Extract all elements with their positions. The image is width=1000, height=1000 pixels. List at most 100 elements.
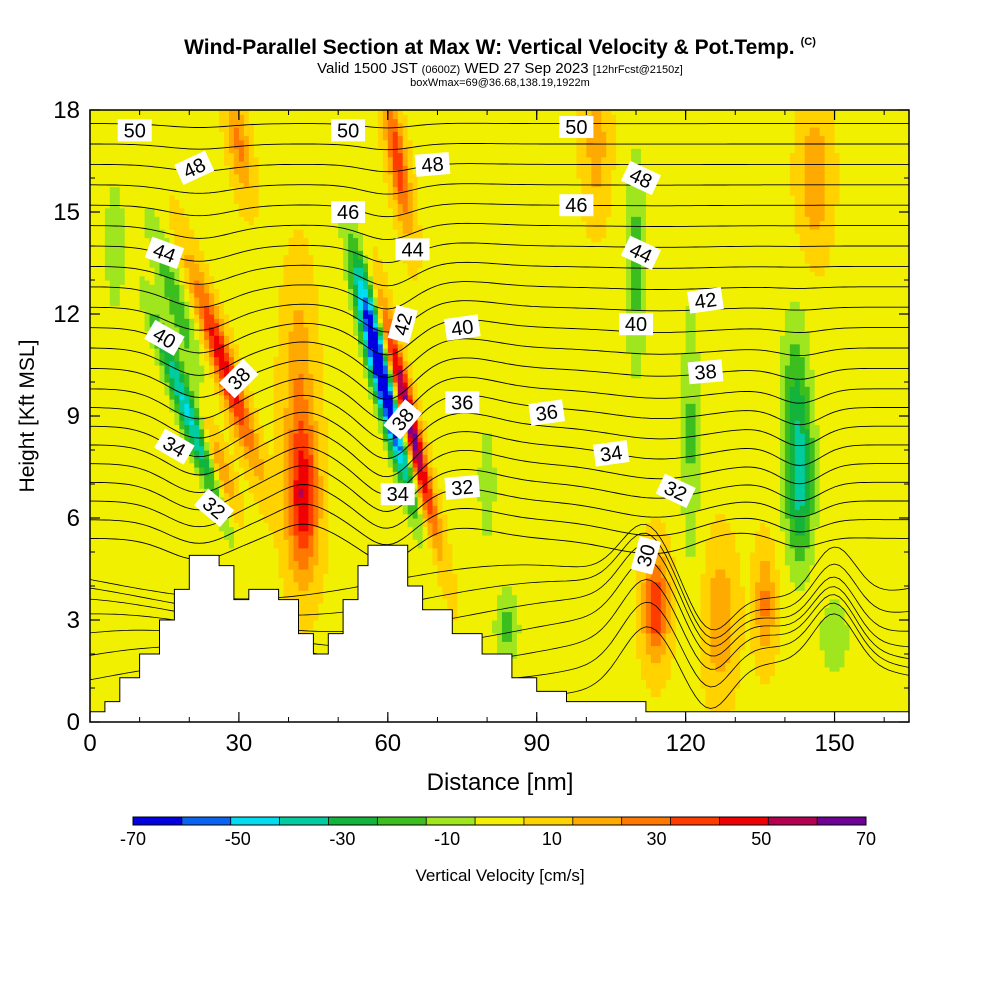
heatmap-cell (303, 110, 309, 239)
heatmap-cell (338, 110, 344, 217)
heatmap-cell (432, 535, 439, 549)
heatmap-cell (308, 535, 314, 557)
heatmap-cell (412, 475, 419, 481)
heatmap-cell (601, 156, 607, 239)
heatmap-cell (377, 326, 384, 332)
heatmap-cell (154, 216, 161, 315)
heatmap-cell (367, 348, 374, 358)
heatmap-cell (760, 522, 766, 562)
heatmap-cell (184, 386, 190, 396)
heatmap-cell (382, 424, 389, 434)
heatmap-cell (184, 416, 190, 426)
contour-label-text: 32 (450, 476, 474, 500)
heatmap-cell (159, 382, 166, 722)
heatmap-cell (670, 556, 677, 659)
heatmap-cell (382, 360, 389, 366)
heatmap-cell (363, 271, 369, 281)
heatmap-cell (263, 441, 270, 523)
heatmap-cell (169, 390, 175, 400)
heatmap-cell (402, 433, 409, 438)
y-tick-label: 18 (53, 97, 80, 124)
heatmap-cell (710, 110, 717, 523)
heatmap-cell (308, 454, 314, 536)
heatmap-cell (437, 488, 444, 519)
heatmap-cell (655, 552, 662, 566)
heatmap-cell (382, 271, 389, 298)
heatmap-cell (794, 535, 801, 562)
heatmap-cell (680, 513, 687, 722)
heatmap-cell (204, 428, 210, 443)
heatmap-cell (283, 254, 290, 409)
subtitle-date: WED 27 Sep 2023 (464, 60, 589, 77)
y-axis-label: Height [Kft MSL] (16, 340, 39, 493)
heatmap-cell (288, 237, 295, 332)
heatmap-cell (377, 399, 384, 404)
heatmap-cell (422, 501, 429, 511)
heatmap-cell (219, 131, 225, 302)
heatmap-cell (591, 186, 597, 243)
heatmap-cell (283, 539, 290, 604)
heatmap-cell (367, 275, 374, 285)
heatmap-cell (710, 522, 717, 579)
heatmap-cell (139, 309, 146, 722)
heatmap-cell (382, 441, 389, 451)
heatmap-cell (358, 267, 364, 281)
heatmap-cell (392, 445, 399, 451)
terrain (89, 544, 910, 723)
heatmap-cell (422, 518, 429, 528)
heatmap-cell (348, 309, 354, 722)
heatmap-cell (189, 229, 195, 256)
colorbar-swatch (670, 817, 720, 825)
heatmap-cell (194, 280, 200, 298)
heatmap-cell (194, 339, 200, 409)
heatmap-cell (377, 110, 384, 149)
heatmap-cell (402, 263, 409, 341)
heatmap-cell (824, 607, 831, 668)
heatmap-cell (313, 467, 319, 528)
x-axis-label: Distance [nm] (427, 769, 574, 796)
heatmap-cell (194, 450, 200, 460)
heatmap-cell (293, 505, 300, 536)
heatmap-cell (308, 556, 314, 583)
heatmap-cell (199, 445, 205, 460)
heatmap-cell (219, 110, 225, 132)
colorbar-swatch (572, 817, 623, 825)
contour-label-text: 50 (337, 120, 359, 142)
heatmap-cell (233, 416, 240, 426)
heatmap-cell (799, 590, 806, 722)
heatmap-cell (243, 458, 250, 481)
heatmap-cell (601, 237, 607, 722)
heatmap-cell (402, 369, 409, 375)
heatmap-cell (144, 331, 151, 722)
heatmap-cell (209, 275, 215, 294)
subtitle-utc: (0600Z) (421, 64, 461, 76)
heatmap-cell (224, 165, 230, 315)
heatmap-cell (839, 607, 846, 668)
heatmap-cell (238, 492, 245, 528)
heatmap-cell (397, 152, 404, 192)
heatmap-cell (303, 399, 309, 434)
heatmap-cell (214, 288, 220, 307)
heatmap-cell (382, 343, 389, 349)
colorbar-tick-label: -70 (120, 829, 146, 849)
heatmap-cell (804, 331, 811, 387)
contour-label-box (117, 119, 152, 142)
heatmap-cell (253, 110, 260, 158)
heatmap-cell (397, 445, 404, 451)
heatmap-cell (720, 671, 726, 722)
heatmap-cell (581, 220, 587, 722)
heatmap-cell (387, 386, 394, 392)
heatmap-cell (323, 573, 329, 722)
heatmap-cell (228, 424, 235, 443)
heatmap-cell (293, 560, 300, 583)
heatmap-cell (482, 535, 488, 722)
heatmap-cell (437, 560, 444, 587)
heatmap-cell (789, 301, 796, 345)
heatmap-cell (363, 309, 369, 319)
heatmap-cell (228, 356, 235, 366)
heatmap-cell (799, 433, 806, 506)
heatmap-cell (164, 343, 171, 375)
heatmap-cell (417, 492, 424, 498)
